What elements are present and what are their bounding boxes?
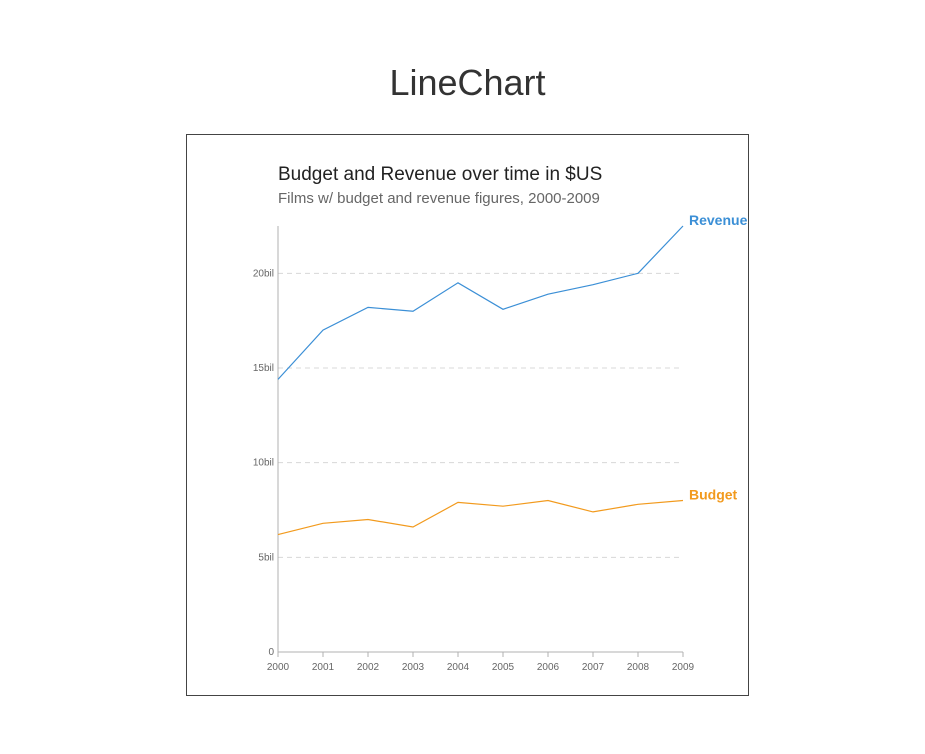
y-tick-label: 15bil <box>253 363 274 374</box>
x-tick-label: 2005 <box>492 662 515 673</box>
series-label-revenue: Revenue <box>689 212 748 228</box>
y-tick-label: 5bil <box>258 552 274 563</box>
page-title: LineChart <box>389 62 546 103</box>
x-tick-label: 2006 <box>537 662 560 673</box>
series-line-revenue <box>277 225 684 380</box>
series-line-budget <box>277 499 684 536</box>
y-tick-label: 0 <box>268 647 274 658</box>
x-tick-label: 2009 <box>672 662 695 673</box>
series-lines <box>277 225 684 536</box>
line-chart: Budget and Revenue over time in $US Film… <box>186 134 749 696</box>
gridlines <box>278 272 683 558</box>
y-tick-label: 20bil <box>253 268 274 279</box>
x-tick-label: 2000 <box>267 662 290 673</box>
axes: 0 5bil 10bil 15bil 20bil 2000 2001 2002 2003 2004… <box>253 226 695 673</box>
x-tick-label: 2002 <box>357 662 380 673</box>
x-tick-label: 2003 <box>402 662 425 673</box>
y-tick-label: 10bil <box>253 458 274 469</box>
chart-title: Budget and Revenue over time in $US <box>278 164 602 185</box>
x-tick-label: 2008 <box>627 662 650 673</box>
x-tick-label: 2007 <box>582 662 605 673</box>
x-tick-label: 2001 <box>312 662 335 673</box>
chart-canvas: Budget and Revenue over time in $US Film… <box>253 164 748 673</box>
series-labels: Revenue Budget <box>689 212 748 503</box>
chart-subtitle: Films w/ budget and revenue figures, 200… <box>278 190 600 207</box>
series-label-budget: Budget <box>689 487 738 503</box>
x-tick-label: 2004 <box>447 662 470 673</box>
